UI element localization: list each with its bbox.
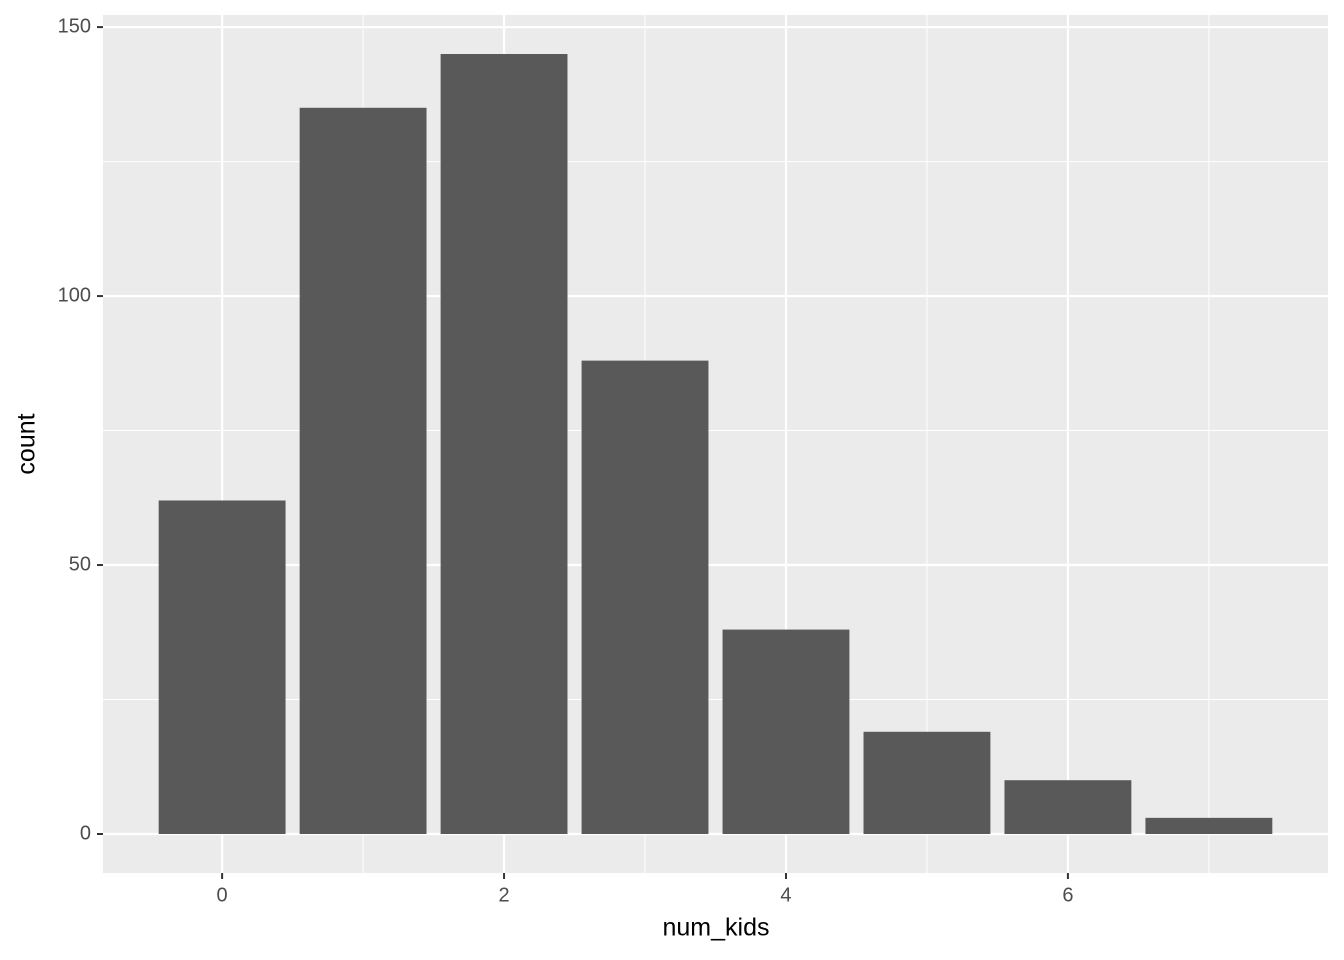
bar bbox=[299, 107, 427, 835]
y-tick-label: 150 bbox=[58, 15, 91, 37]
y-tick-label: 0 bbox=[80, 822, 91, 844]
bar bbox=[722, 629, 850, 834]
bar bbox=[581, 360, 709, 834]
bar bbox=[1145, 817, 1273, 834]
y-tick-label: 50 bbox=[69, 553, 91, 575]
x-tick-label: 6 bbox=[1062, 884, 1073, 906]
bar bbox=[440, 54, 568, 834]
x-tick-label: 4 bbox=[780, 884, 791, 906]
panel bbox=[103, 15, 1328, 873]
bar bbox=[1004, 780, 1132, 834]
x-tick-label: 2 bbox=[498, 884, 509, 906]
bar bbox=[158, 500, 286, 834]
bars bbox=[158, 54, 1273, 835]
y-axis-title: count bbox=[13, 413, 41, 474]
bar bbox=[863, 731, 991, 834]
x-axis-title: num_kids bbox=[663, 914, 770, 942]
y-tick-label: 100 bbox=[58, 284, 91, 306]
x-tick-label: 0 bbox=[217, 884, 228, 906]
